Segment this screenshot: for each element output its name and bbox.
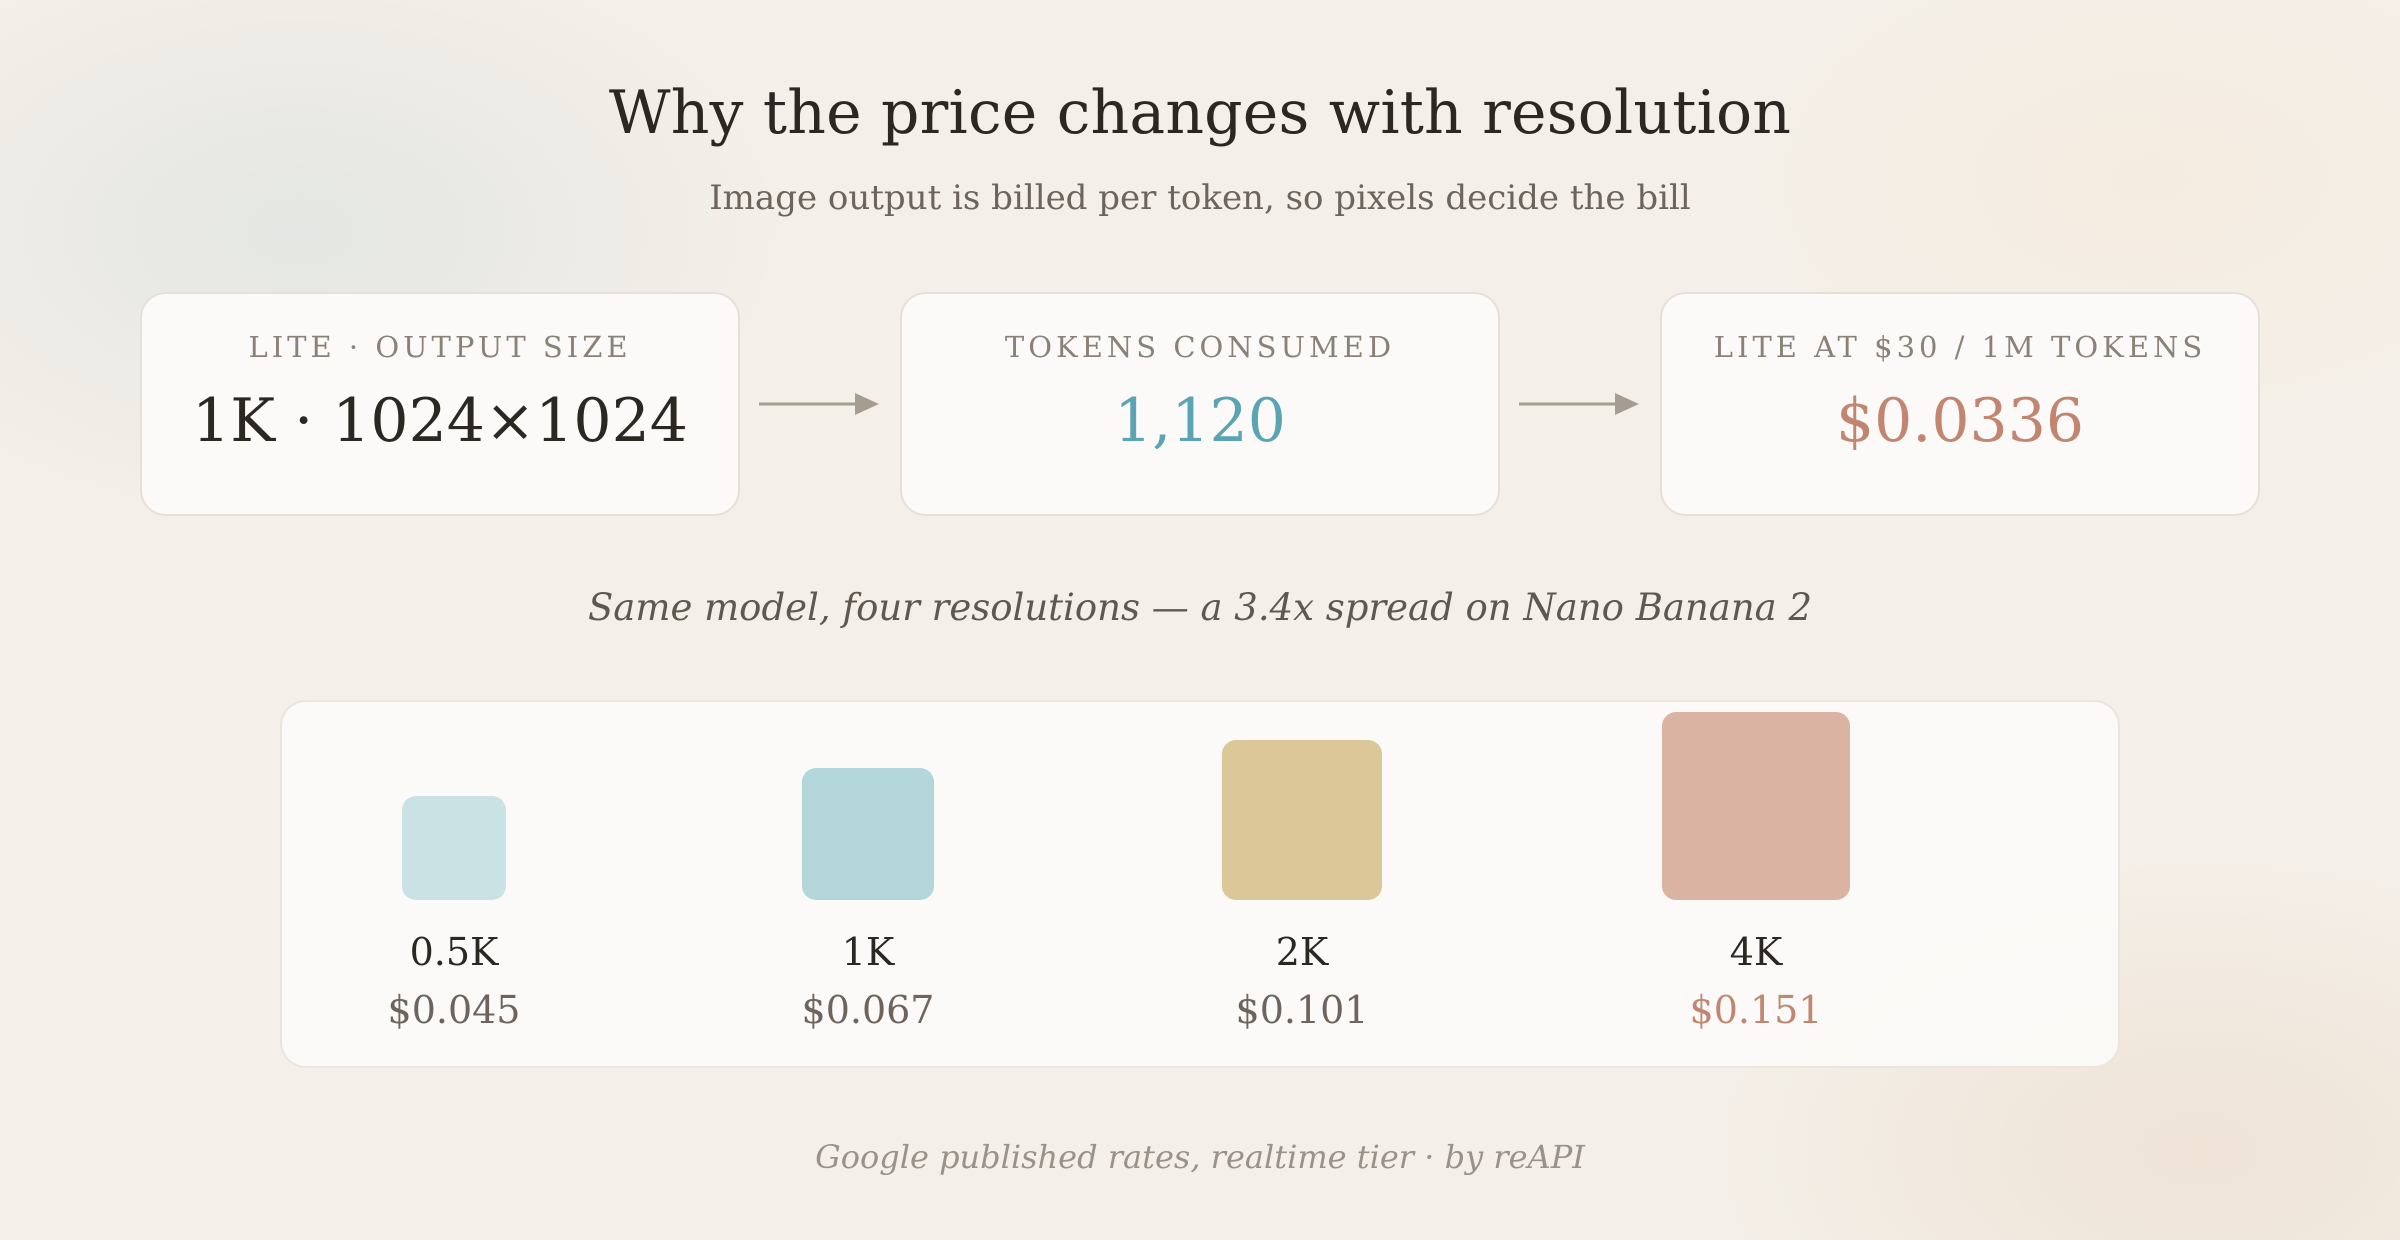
resolution-label: 2K — [1275, 930, 1329, 974]
resolution-swatch — [1222, 740, 1382, 900]
flow-card-value: 1K · 1024×1024 — [192, 386, 688, 456]
resolution-label: 1K — [841, 930, 895, 974]
flow-card-label: TOKENS CONSUMED — [1004, 330, 1396, 364]
flow-card-value: 1,120 — [1114, 386, 1286, 456]
comparison-caption: Same model, four resolutions — a 3.4x sp… — [587, 586, 1813, 629]
resolution-label: 4K — [1729, 930, 1783, 974]
resolution-swatch — [802, 768, 934, 900]
flow-card-tokens: TOKENS CONSUMED 1,120 — [900, 292, 1500, 516]
flow-card-label: LITE AT $30 / 1M TOKENS — [1713, 330, 2207, 364]
arrow-right-icon — [1519, 393, 1639, 415]
footer-credit: Google published rates, realtime tier · … — [815, 1138, 1585, 1176]
resolution-panel: 0.5K $0.045 1K $0.067 2K $0.101 4K $0.15… — [280, 700, 2120, 1068]
resolution-swatch — [1662, 712, 1850, 900]
resolution-label: 0.5K — [409, 930, 499, 974]
resolution-price: $0.045 — [387, 988, 521, 1032]
page-subtitle: Image output is billed per token, so pix… — [709, 178, 1691, 218]
flow-card-label: LITE · OUTPUT SIZE — [248, 330, 632, 364]
resolution-swatch — [402, 796, 506, 900]
resolution-price: $0.101 — [1235, 988, 1369, 1032]
page-title: Why the price changes with resolution — [608, 78, 1792, 148]
arrow-right-icon — [759, 393, 879, 415]
resolution-price: $0.067 — [801, 988, 935, 1032]
flow-card-cost: LITE AT $30 / 1M TOKENS $0.0336 — [1660, 292, 2260, 516]
flow-card-value: $0.0336 — [1835, 386, 2085, 456]
resolution-price: $0.151 — [1689, 988, 1823, 1032]
flow-card-output-size: LITE · OUTPUT SIZE 1K · 1024×1024 — [140, 292, 740, 516]
